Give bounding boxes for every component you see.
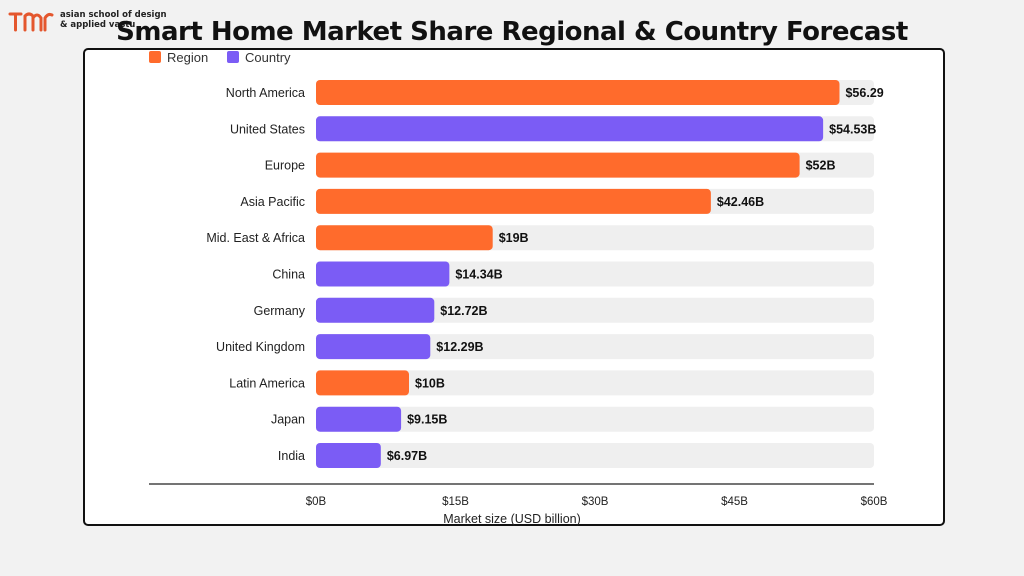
legend-label-country: Country [245,50,291,65]
chart-title: Smart Home Market Share Regional & Count… [116,17,908,47]
bar [316,225,493,251]
category-label: Europe [265,159,305,173]
data-label: $12.72B [440,304,487,318]
x-tick-label: $60B [861,496,888,508]
brand-name: asian school of design & applied vastu [60,10,167,30]
legend-swatch-country [227,51,239,63]
bar-track [316,370,874,396]
bar [316,297,435,323]
bar-track [316,334,874,360]
bar-track [316,297,874,323]
data-label: $12.29B [436,340,483,354]
x-tick-label: $15B [442,496,469,508]
bar-track [316,261,874,287]
data-label: $6.97B [387,449,427,463]
bar [316,443,381,468]
x-tick-label: $30B [582,496,609,508]
data-label: $52B [806,159,836,173]
legend-label-region: Region [167,50,208,65]
data-label: $10B [415,376,445,390]
category-label: India [278,449,305,463]
data-label: $9.15B [407,413,447,427]
bar [316,116,824,142]
data-label: $54.53B [829,122,876,136]
category-label: China [272,268,305,282]
category-label: North America [226,86,305,100]
bar [316,370,409,396]
category-label: United Kingdom [216,340,305,354]
bar [316,406,402,432]
category-label: Mid. East & Africa [206,231,305,245]
x-axis-title: Market size (USD billion) [443,512,581,526]
bar-track [316,443,874,468]
category-label: Germany [254,304,306,318]
bar [316,152,800,178]
bar [316,80,840,105]
category-label: United States [230,122,305,136]
data-label: $19B [499,231,529,245]
category-label: Asia Pacific [240,195,305,209]
legend-swatch-region [149,51,161,63]
category-label: Japan [271,413,305,427]
bar [316,334,431,360]
data-label: $56.29 [845,86,883,100]
tmr-logo-icon [8,12,54,32]
data-label: $14.34B [455,268,502,282]
bar [316,188,711,214]
x-tick-label: $0B [306,496,327,508]
brand-logo: asian school of design & applied vastu [8,10,167,32]
brand-line-1: asian school of design [60,10,167,20]
bar-track [316,406,874,432]
bar [316,261,450,287]
x-tick-label: $45B [721,496,748,508]
category-label: Latin America [229,376,305,390]
brand-line-2: & applied vastu [60,20,136,30]
data-label: $42.46B [717,195,764,209]
